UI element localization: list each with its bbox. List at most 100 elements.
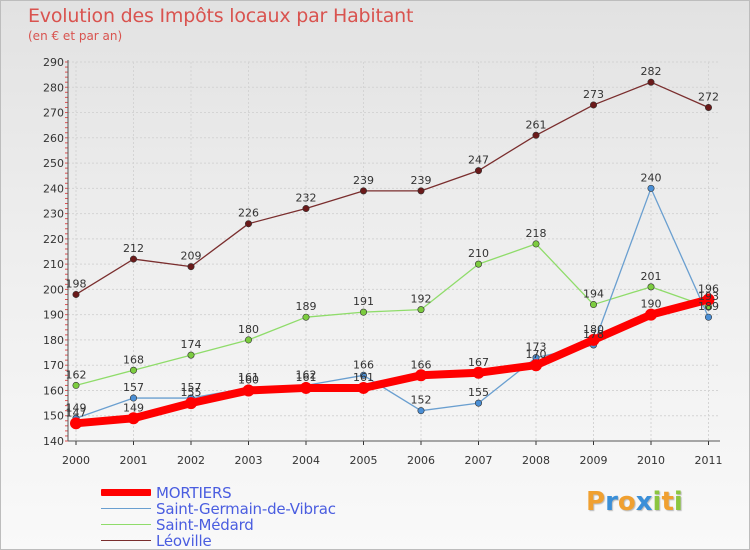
data-label: 155 <box>468 386 489 399</box>
data-point <box>417 407 425 415</box>
data-label: 160 <box>238 373 259 386</box>
data-label: 239 <box>411 174 432 187</box>
data-point <box>245 336 253 344</box>
data-label: 193 <box>698 290 719 303</box>
chart-subtitle: (en € et par an) <box>28 29 123 43</box>
logo-letter: x <box>635 487 653 517</box>
data-point <box>242 384 255 397</box>
x-tick-label: 2000 <box>62 454 90 467</box>
data-point <box>130 255 138 263</box>
legend-swatch-saint-germain <box>101 508 151 509</box>
x-tick-label: 2009 <box>580 454 608 467</box>
y-tick-label: 260 <box>43 132 64 145</box>
y-tick-label: 190 <box>43 309 64 322</box>
data-point <box>72 381 80 389</box>
data-point <box>359 371 367 379</box>
axes: 140 150 160 170 180 190 200 210 220 230 240 250 260 2… <box>43 56 723 467</box>
data-point <box>415 369 427 382</box>
data-label: 178 <box>583 328 604 341</box>
grid <box>68 61 720 442</box>
data-label: 147 <box>66 406 87 419</box>
y-tick-label: 270 <box>43 107 64 120</box>
data-label: 191 <box>353 295 374 308</box>
data-label: 261 <box>526 118 547 131</box>
data-label: 210 <box>468 247 489 260</box>
data-point <box>530 359 542 372</box>
y-tick-label: 230 <box>43 208 64 221</box>
data-point <box>589 301 597 309</box>
data-label: 167 <box>468 356 489 369</box>
data-label: 198 <box>66 277 87 290</box>
legend-swatch-mortiers <box>101 489 151 496</box>
x-tick-label: 2001 <box>120 454 148 467</box>
data-point <box>647 184 655 192</box>
x-tick-label: 2003 <box>235 454 263 467</box>
data-point <box>532 240 540 248</box>
data-point <box>474 399 482 407</box>
y-tick-label: 250 <box>43 157 64 170</box>
data-label: 155 <box>181 386 202 399</box>
data-label: 162 <box>296 368 317 381</box>
data-point <box>587 333 600 346</box>
data-label: 196 <box>698 283 719 296</box>
x-tick-label: 2006 <box>407 454 435 467</box>
proxiti-logo: Proxiti <box>586 487 683 517</box>
data-point <box>185 397 197 410</box>
data-label: 240 <box>641 171 662 184</box>
data-label: 209 <box>181 250 202 263</box>
data-label: 273 <box>583 88 604 101</box>
data-label: 180 <box>583 323 604 336</box>
data-point <box>472 366 485 379</box>
series <box>70 78 715 430</box>
data-point <box>647 78 655 86</box>
data-point <box>474 260 482 268</box>
chart-title: Evolution des Impôts locaux par Habitant <box>28 5 414 27</box>
data-label: 272 <box>698 90 719 103</box>
legend-label-saint-medard: Saint-Médard <box>156 516 254 534</box>
data-label: 161 <box>296 371 317 384</box>
x-tick-label: 2008 <box>522 454 550 467</box>
logo-letter: t <box>661 487 674 517</box>
data-point <box>187 263 195 271</box>
data-label: 161 <box>238 371 259 384</box>
data-label: 166 <box>353 358 374 371</box>
data-label: 239 <box>353 174 374 187</box>
data-point <box>704 103 712 111</box>
logo-letter: i <box>652 487 662 517</box>
data-label: 192 <box>411 293 432 306</box>
y-tick-label: 210 <box>43 258 64 271</box>
series-line-2 <box>75 243 710 387</box>
data-point <box>302 313 310 321</box>
y-tick-label: 170 <box>43 359 64 372</box>
data-point <box>359 308 367 316</box>
data-label: 201 <box>641 270 662 283</box>
y-tick-label: 150 <box>43 410 64 423</box>
data-label: 189 <box>296 300 317 313</box>
data-label: 189 <box>698 300 719 313</box>
data-point <box>300 381 312 394</box>
data-label: 226 <box>238 207 259 220</box>
data-label: 247 <box>468 154 489 167</box>
data-label: 157 <box>123 381 144 394</box>
y-tick-label: 220 <box>43 233 64 246</box>
data-label: 157 <box>181 381 202 394</box>
data-point <box>72 290 80 298</box>
data-point <box>70 417 82 430</box>
y-tick-label: 180 <box>43 334 64 347</box>
data-label: 194 <box>583 288 604 301</box>
data-point <box>245 220 253 228</box>
data-label: 190 <box>641 298 662 311</box>
series-line-0 <box>72 295 713 428</box>
data-label: 174 <box>181 338 202 351</box>
series-line-1 <box>75 187 710 419</box>
y-tick-label: 200 <box>43 283 64 296</box>
x-tick-label: 2011 <box>695 454 723 467</box>
data-label: 149 <box>123 401 144 414</box>
x-tick-label: 2010 <box>637 454 665 467</box>
y-tick-label: 290 <box>43 56 64 69</box>
data-point <box>645 308 657 321</box>
data-label: 162 <box>66 368 87 381</box>
data-point <box>130 394 138 402</box>
legend-swatch-saint-medard <box>101 524 151 525</box>
